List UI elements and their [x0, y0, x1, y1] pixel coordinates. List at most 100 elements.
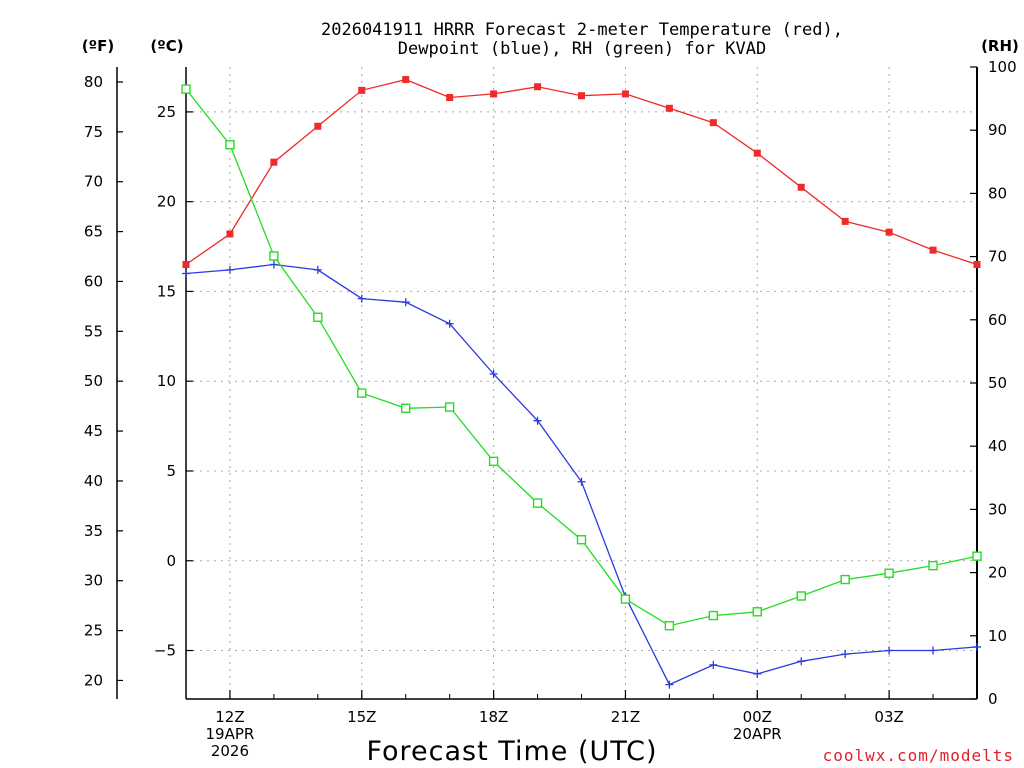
rh-tick-label: 30 [988, 500, 1007, 518]
axes [116, 67, 978, 700]
rh-point [181, 84, 191, 94]
rh-point [840, 574, 850, 585]
celsius-axis: 25 20 15 10 5 0 −5 [154, 103, 193, 660]
dewpoint-point [973, 642, 981, 651]
fahrenheit-tick-label: 65 [84, 223, 103, 241]
temperature-point [314, 122, 322, 130]
dewpoint-point [885, 646, 894, 655]
temperature-point [841, 217, 849, 225]
credit-text: coolwx.com/modelts [823, 746, 1014, 765]
dewpoint-point [797, 657, 806, 666]
x-tick-label: 18Z [479, 708, 508, 726]
rh-tick-label: 90 [988, 121, 1007, 139]
temperature-point [709, 119, 717, 127]
fahrenheit-tick-label: 50 [84, 372, 103, 390]
x-tick-label: 03Z [874, 708, 903, 726]
dewpoint-point [225, 265, 234, 274]
temperature-point [226, 230, 234, 238]
dewpoint-point [665, 680, 674, 689]
fahrenheit-unit-label: (ºF) [82, 37, 114, 55]
series-layer [181, 76, 982, 689]
rh-point [928, 560, 938, 571]
fahrenheit-tick-label: 35 [84, 522, 103, 540]
dewpoint-point [841, 650, 850, 659]
rh-point [225, 140, 235, 150]
rh-tick-label: 60 [988, 311, 1007, 329]
celsius-tick-label: 10 [157, 372, 176, 390]
gridlines [186, 67, 977, 699]
x-tick-label: 20APR [733, 725, 782, 743]
fahrenheit-tick-label: 40 [84, 472, 103, 490]
x-tick-label: 15Z [347, 708, 376, 726]
dewpoint-point [182, 269, 190, 278]
chart-title-line-1: 2026041911 HRRR Forecast 2-meter Tempera… [321, 20, 843, 40]
chart-title-line-2: Dewpoint (blue), RH (green) for KVAD [398, 39, 766, 59]
fahrenheit-tick-label: 80 [84, 73, 103, 91]
rh-point [796, 591, 806, 601]
rh-tick-label: 100 [988, 58, 1017, 76]
rh-tick-label: 70 [988, 248, 1007, 266]
rh-point [357, 388, 367, 398]
rh-series [181, 84, 982, 631]
fahrenheit-tick-label: 45 [84, 422, 103, 440]
temperature-point [402, 76, 410, 84]
temperature-point [797, 183, 805, 191]
rh-point [313, 312, 323, 322]
temperature-point [534, 83, 542, 91]
temperature-point [665, 104, 673, 112]
rh-point [708, 610, 719, 621]
rh-point [401, 403, 411, 413]
rh-point [664, 620, 675, 631]
celsius-tick-label: −5 [154, 642, 176, 660]
dewpoint-point [577, 477, 586, 486]
rh-point [972, 551, 982, 561]
temperature-point [446, 94, 454, 102]
celsius-tick-label: 0 [166, 552, 176, 570]
dewpoint-point [313, 265, 322, 274]
dewpoint-point [929, 646, 938, 655]
rh-tick-label: 40 [988, 437, 1007, 455]
temperature-point [621, 90, 629, 98]
fahrenheit-tick-label: 60 [84, 272, 103, 290]
temperature-point [270, 158, 278, 166]
temperature-point [885, 228, 893, 236]
rh-point [444, 402, 455, 412]
dewpoint-point [489, 370, 498, 379]
celsius-unit-label: (ºC) [150, 37, 183, 55]
rh-point [620, 594, 631, 604]
temperature-line [185, 78, 978, 266]
fahrenheit-tick-label: 30 [84, 572, 103, 590]
x-tick-label: 12Z [215, 708, 244, 726]
rh-tick-label: 80 [988, 184, 1007, 202]
rh-point [884, 568, 894, 578]
rh-tick-label: 10 [988, 627, 1007, 645]
rh-point [532, 498, 543, 508]
x-tick-label: 19APR [206, 725, 255, 743]
celsius-tick-label: 25 [157, 103, 176, 121]
dewpoint-point [401, 298, 410, 307]
dewpoint-point [709, 660, 718, 669]
rh-axis: 0 10 20 30 40 50 60 70 80 90 100 [970, 58, 1017, 708]
fahrenheit-tick-label: 20 [84, 671, 103, 689]
temperature-point [973, 261, 981, 268]
x-tick-label: 21Z [611, 708, 640, 726]
rh-point [269, 251, 279, 261]
fahrenheit-tick-label: 25 [84, 622, 103, 640]
x-tick-label: 2026 [211, 742, 249, 760]
temperature-point [182, 261, 190, 268]
rh-unit-label: (RH) [981, 37, 1019, 55]
dewpoint-point [445, 319, 454, 328]
chart-title: 2026041911 HRRR Forecast 2-meter Tempera… [321, 20, 843, 59]
dewpoint-series [182, 260, 981, 689]
celsius-tick-label: 5 [166, 462, 176, 480]
dewpoint-point [533, 416, 542, 425]
rh-point [488, 456, 499, 467]
dewpoint-line [185, 263, 978, 686]
dewpoint-point [753, 669, 762, 678]
fahrenheit-axis: 80 75 70 65 60 55 50 45 40 35 30 25 20 [84, 73, 123, 689]
temperature-series [182, 76, 981, 268]
temperature-point [578, 92, 585, 100]
x-axis-label: Forecast Time (UTC) [366, 736, 657, 767]
celsius-tick-label: 20 [157, 193, 176, 211]
